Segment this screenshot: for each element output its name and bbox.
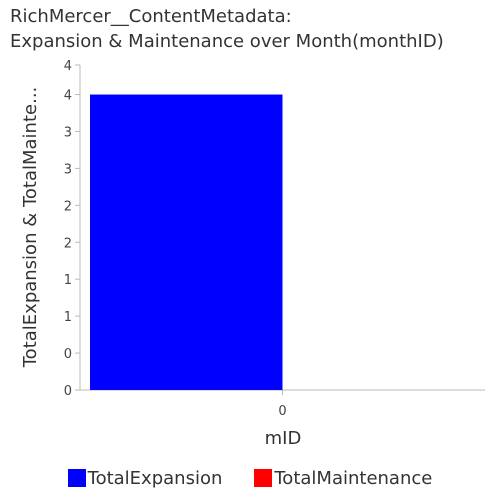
y-tick-label: 1 [64, 273, 72, 288]
legend-label-total-expansion: TotalExpansion [87, 467, 223, 489]
y-tick-label: 4 [64, 89, 72, 104]
y-axis-title: TotalExpansion & TotalMainte... [20, 87, 41, 369]
legend-swatch-total-expansion [67, 469, 86, 487]
plot-area: 0 0 1 1 2 2 3 3 4 4 0 [64, 59, 485, 419]
x-axis-title: mID [265, 428, 302, 449]
y-tick-label: 1 [64, 310, 72, 325]
bar-chart: 0 0 1 1 2 2 3 3 4 4 0 TotalExpansion & TotalMainte… [20, 59, 485, 449]
y-tick-label: 4 [64, 59, 72, 74]
bar-totalexpansion-0[interactable] [90, 94, 283, 390]
y-tick-label: 0 [64, 384, 72, 399]
legend-swatch-total-maintenance [254, 469, 273, 487]
y-tick-label: 0 [64, 347, 72, 362]
y-tick-label: 3 [64, 125, 72, 140]
chart-title-line-2: Expansion & Maintenance over Month(month… [10, 31, 444, 52]
x-tick-label: 0 [278, 404, 286, 419]
legend-item-total-maintenance[interactable]: TotalMaintenance [254, 468, 432, 489]
y-tick-label: 2 [64, 236, 72, 251]
y-tick-label: 2 [64, 199, 72, 214]
legend: TotalExpansion TotalMaintenance [0, 464, 500, 492]
y-tick-label: 3 [64, 162, 72, 177]
chart-title-line-1: RichMercer__ContentMetadata: [10, 6, 292, 27]
legend-item-total-expansion[interactable]: TotalExpansion [67, 467, 223, 489]
chart-title: RichMercer__ContentMetadata: Expansion &… [10, 4, 495, 54]
legend-label-total-maintenance: TotalMaintenance [274, 467, 433, 489]
